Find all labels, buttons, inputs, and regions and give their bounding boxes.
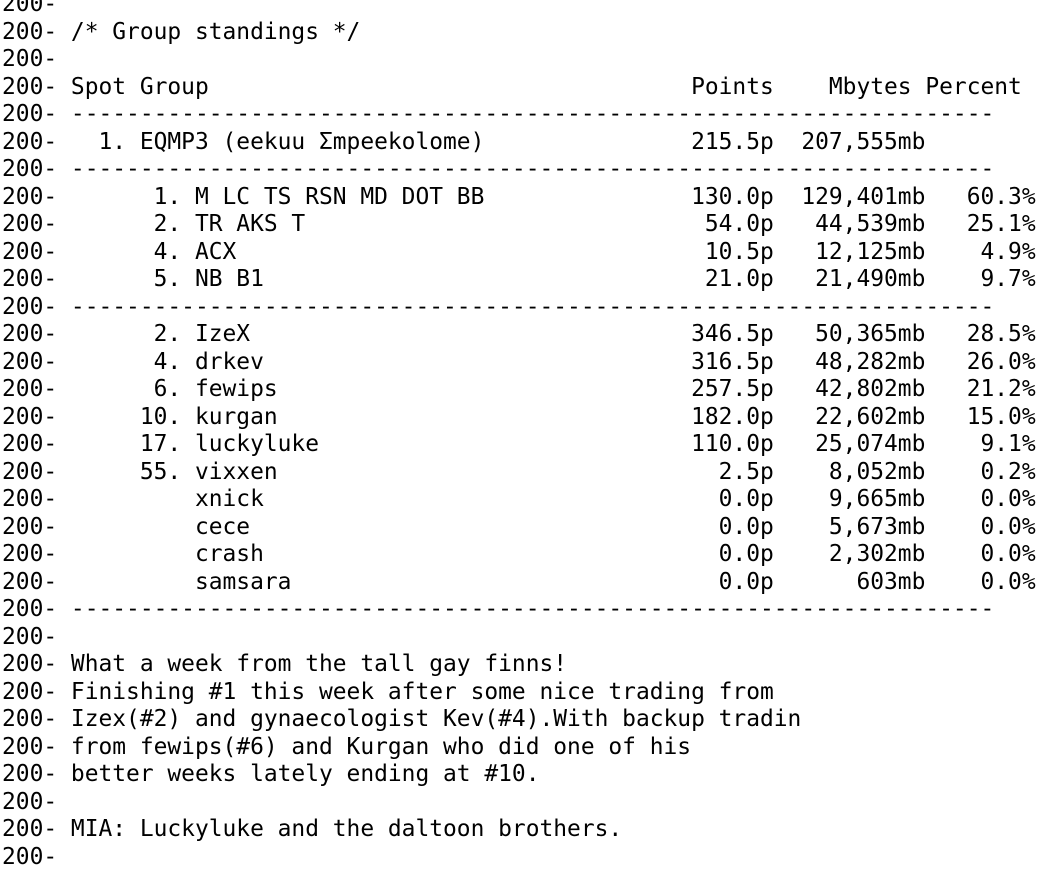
message-line: 200- Finishing #1 this week after some n… <box>2 678 774 705</box>
member-row: 200- xnick 0.0p 9,665mb 0.0% <box>2 486 1036 512</box>
member-row: 200- cece 0.0p 5,673mb 0.0% <box>2 513 1036 540</box>
message-line: 200- MIA: Luckyluke and the daltoon brot… <box>2 816 623 842</box>
member-row: 200- samsara 0.0p 603mb 0.0% <box>2 568 1036 595</box>
member-row: 200- 10. kurgan 182.0p 22,602mb 15.0% <box>2 403 1036 430</box>
site-row: 200- 1. M LC TS RSN MD DOT BB 130.0p 129… <box>2 183 1036 210</box>
member-row: 200- 55. vixxen 2.5p 8,052mb 0.2% <box>2 458 1036 485</box>
section-comment: 200- /* Group standings */ <box>2 18 361 45</box>
site-row: 200- 5. NB B1 21.0p 21,490mb 9.7% <box>2 266 1036 292</box>
table-header: 200- Spot Group Points Mbytes Percent <box>2 73 1022 100</box>
terminal-line: 200- <box>2 0 58 17</box>
message-line: 200- What a week from the tall gay finns… <box>2 651 568 677</box>
terminal-line: 200- <box>2 788 58 815</box>
terminal-line: 200- <box>2 46 58 72</box>
divider: 200- -----------------------------------… <box>2 101 995 127</box>
divider: 200- -----------------------------------… <box>2 293 995 320</box>
terminal-line: 200- <box>2 623 58 650</box>
terminal-line: 200- <box>2 843 58 870</box>
divider: 200- -----------------------------------… <box>2 156 995 182</box>
member-row: 200- 2. IzeX 346.5p 50,365mb 28.5% <box>2 321 1036 347</box>
divider: 200- -----------------------------------… <box>2 596 995 622</box>
site-row: 200- 2. TR AKS T 54.0p 44,539mb 25.1% <box>2 211 1036 237</box>
message-line: 200- from fewips(#6) and Kurgan who did … <box>2 733 692 760</box>
message-line: 200- better weeks lately ending at #10. <box>2 761 540 787</box>
group-row: 200- 1. EQMP3 (eekuu Σmpeekolome) 215.5p… <box>2 128 926 155</box>
site-row: 200- 4. ACX 10.5p 12,125mb 4.9% <box>2 238 1036 265</box>
message-line: 200- Izex(#2) and gynaecologist Kev(#4).… <box>2 706 802 732</box>
member-row: 200- 6. fewips 257.5p 42,802mb 21.2% <box>2 376 1036 402</box>
member-row: 200- 17. luckyluke 110.0p 25,074mb 9.1% <box>2 431 1036 457</box>
member-row: 200- crash 0.0p 2,302mb 0.0% <box>2 541 1036 567</box>
member-row: 200- 4. drkev 316.5p 48,282mb 26.0% <box>2 348 1036 375</box>
